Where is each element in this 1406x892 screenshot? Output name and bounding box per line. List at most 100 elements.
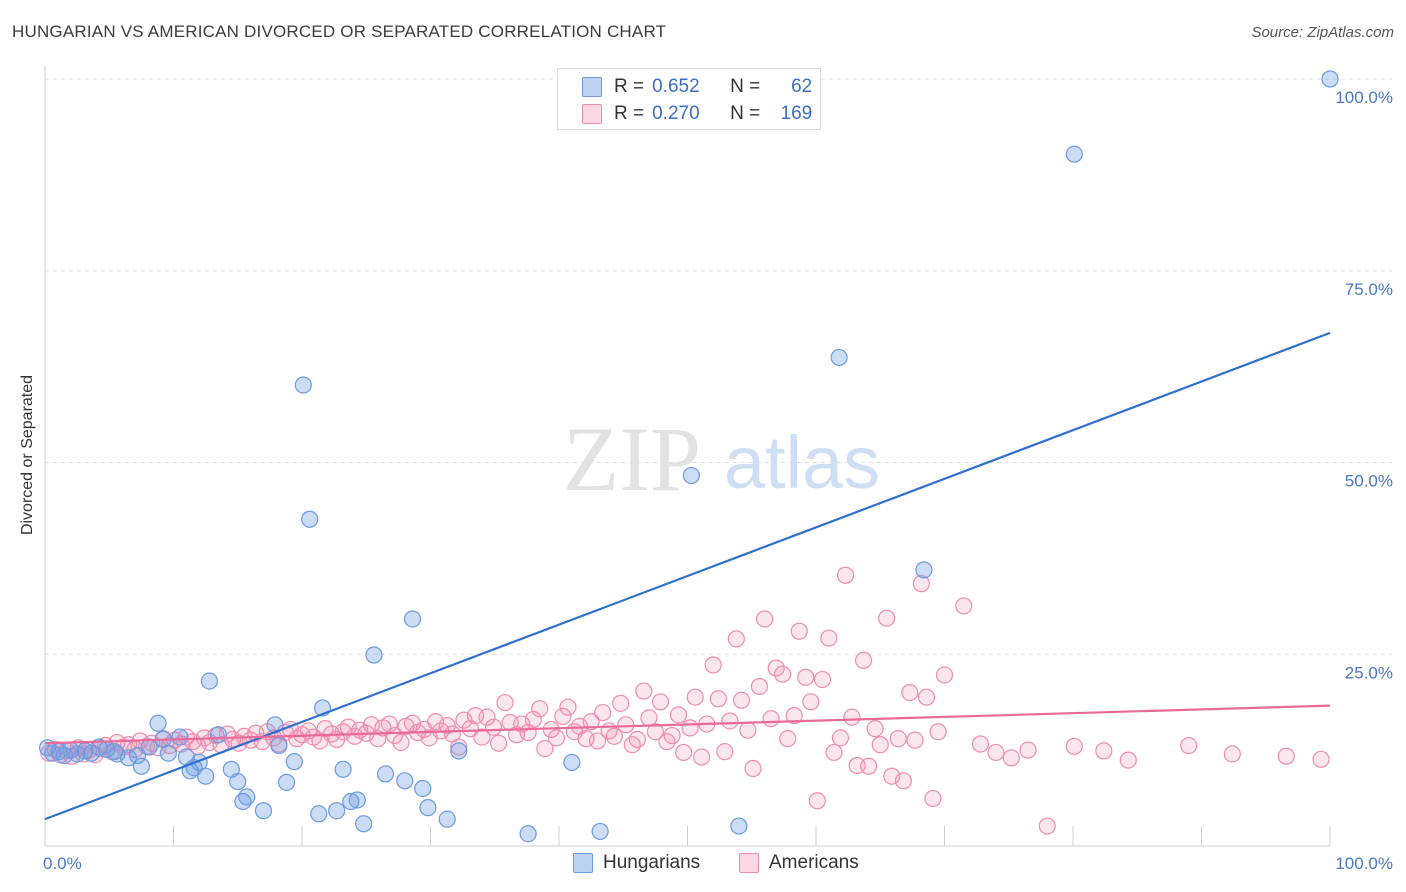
legend-label: Americans	[769, 852, 859, 873]
stats-row-hungarians: R = 0.652 N = 62	[582, 75, 812, 99]
chart-title: HUNGARIAN VS AMERICAN DIVORCED OR SEPARA…	[12, 22, 667, 41]
americans-point	[554, 707, 572, 725]
hungarians-point	[682, 466, 700, 485]
americans-point	[917, 688, 936, 706]
americans-point	[663, 726, 681, 745]
americans-point	[866, 720, 884, 738]
americans-point	[739, 721, 757, 739]
hungarians-point	[1321, 70, 1339, 88]
americans-point	[836, 566, 855, 584]
hungarians-point	[376, 765, 395, 783]
watermark: ZIP atlas	[563, 408, 880, 510]
americans-point	[727, 630, 745, 648]
americans-point	[987, 743, 1005, 762]
americans-point	[825, 743, 843, 762]
americans-point	[716, 743, 734, 761]
americans-point	[651, 693, 670, 711]
hungarians-point	[450, 742, 468, 760]
americans-point	[484, 718, 503, 736]
americans-point	[669, 706, 688, 724]
r-label: R =	[614, 76, 645, 97]
n-value: 62	[791, 76, 813, 97]
americans-point	[755, 610, 774, 628]
americans-point	[681, 719, 699, 737]
americans-point	[582, 713, 600, 731]
x-tick-label: 100.0%	[1335, 854, 1393, 873]
series-legend: Hungarians Americans	[0, 852, 1406, 878]
americans-point	[1312, 750, 1330, 768]
hungarians-point	[238, 788, 256, 806]
hungarians-point	[140, 738, 158, 756]
americans-point	[971, 735, 990, 753]
americans-point	[547, 729, 566, 747]
americans-point	[704, 656, 722, 674]
hungarians-point	[334, 760, 352, 778]
americans-point	[1019, 741, 1037, 759]
americans-point	[797, 668, 815, 686]
legend-item-americans[interactable]: Americans	[739, 852, 859, 874]
axes	[44, 66, 1331, 847]
americans-point	[646, 723, 664, 741]
hungarians-point	[414, 779, 432, 798]
americans-point	[762, 710, 780, 728]
americans-point	[461, 720, 479, 738]
americans-point	[450, 738, 468, 756]
americans-point	[478, 708, 496, 726]
hungarians-point	[403, 610, 422, 628]
americans-point	[912, 575, 930, 593]
americans-point	[594, 703, 612, 722]
americans-point	[813, 670, 832, 689]
r-value: 0.652	[652, 76, 700, 97]
legend-label: Hungarians	[603, 852, 701, 873]
legend-item-hungarians[interactable]: Hungarians	[573, 852, 700, 874]
hungarians-point	[277, 773, 296, 791]
y-tick-label: 25.0%	[1345, 663, 1393, 682]
americans-point	[744, 759, 762, 778]
hungarians-point	[254, 802, 273, 820]
americans-point	[906, 731, 924, 749]
americans-point	[871, 736, 889, 754]
hungarians-point	[730, 817, 748, 835]
hungarians-point	[149, 714, 167, 732]
americans-point	[732, 691, 751, 709]
americans-point	[490, 734, 508, 752]
y-tick-label: 75.0%	[1345, 280, 1393, 299]
source-label: Source: ZipAtlas.com	[1251, 24, 1394, 41]
hungarians-point	[328, 802, 346, 820]
americans-point	[524, 710, 542, 729]
r-value: 0.270	[652, 103, 700, 124]
hungarians-point	[396, 772, 414, 790]
americans-point	[531, 700, 549, 718]
hungarians-swatch	[582, 77, 602, 97]
americans-point	[721, 712, 739, 730]
hungarians-point	[563, 753, 581, 771]
hungarians-point	[229, 772, 247, 791]
stats-row-americans: R = 0.270 N = 169	[582, 102, 812, 126]
n-label: N =	[730, 103, 761, 124]
americans-point	[1065, 737, 1083, 755]
hungarians-point	[294, 376, 312, 394]
americans-point	[878, 609, 896, 627]
americans-point	[955, 597, 973, 615]
americans-point	[894, 772, 912, 790]
americans-point	[473, 728, 491, 746]
americans-point	[385, 726, 404, 745]
americans-point	[935, 666, 954, 684]
hungarians-point	[342, 792, 360, 811]
americans-point	[901, 683, 919, 702]
americans-point	[790, 622, 808, 640]
hungarians-swatch	[573, 853, 593, 873]
grid-lines	[45, 78, 1392, 655]
hungarians-point	[310, 805, 328, 823]
watermark-zip: ZIP	[563, 408, 701, 510]
hungarians-point	[197, 767, 215, 785]
americans-points	[40, 566, 1330, 835]
americans-swatch	[739, 853, 759, 873]
r-label: R =	[614, 103, 645, 124]
americans-point	[831, 729, 850, 747]
hungarians-point	[830, 348, 848, 367]
hungarians-point	[1065, 145, 1083, 163]
americans-point	[635, 682, 653, 700]
americans-point	[1038, 817, 1056, 835]
